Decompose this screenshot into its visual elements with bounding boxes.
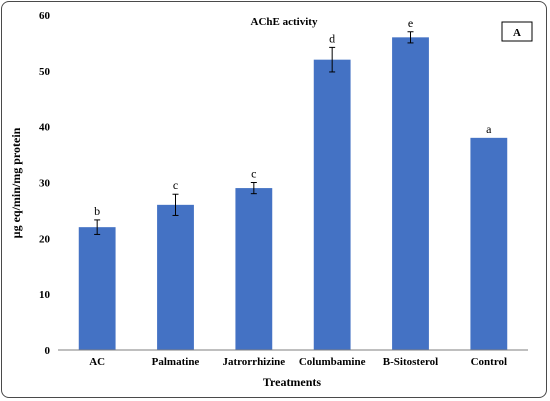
x-tick-label: AC (89, 356, 105, 368)
significance-label: e (408, 16, 413, 30)
y-tick-label: 60 (39, 10, 51, 22)
error-bar (329, 46, 336, 73)
x-axis-label: Treatments (263, 375, 322, 389)
panel-label-box (501, 21, 533, 42)
x-tick-label: Control (471, 356, 507, 368)
y-tick-label: 10 (39, 289, 51, 301)
error-bar (250, 182, 257, 195)
y-tick-label: 20 (39, 233, 51, 245)
y-tick-label: 30 (39, 178, 51, 190)
significance-label: d (329, 31, 335, 45)
y-tick-label: 50 (39, 66, 51, 78)
x-tick-label: Jatrorrhizine (222, 356, 285, 368)
bar (313, 59, 351, 351)
panel-label: A (513, 27, 521, 39)
bar (470, 137, 508, 350)
significance-label: b (94, 204, 100, 218)
bar (392, 37, 429, 350)
error-bar (94, 219, 101, 235)
y-axis-label: µg eq/min/mg protein (9, 127, 23, 238)
chart-title: AChE activity (251, 16, 318, 28)
bar (235, 188, 273, 350)
error-bar (407, 31, 414, 44)
significance-label: c (173, 178, 178, 192)
significance-labels: b c c d e a (94, 16, 492, 218)
bar (78, 227, 116, 350)
significance-label: a (486, 122, 492, 136)
significance-label: c (251, 167, 256, 181)
x-axis-ticks: AC Palmatine Jatrorrhizine Columbamine B-Sit… (89, 356, 507, 368)
x-tick-label: Palmatine (152, 356, 200, 368)
x-tick-label: Columbamine (299, 356, 366, 368)
y-tick-label: 0 (45, 345, 51, 357)
y-tick-label: 40 (39, 122, 51, 134)
bars (78, 37, 508, 351)
y-axis-ticks: 0 10 20 30 40 50 60 (39, 10, 51, 357)
x-tick-label: B-Sitosterol (383, 356, 438, 368)
bar (157, 204, 194, 350)
error-bars (94, 31, 414, 235)
error-bar (172, 193, 179, 216)
